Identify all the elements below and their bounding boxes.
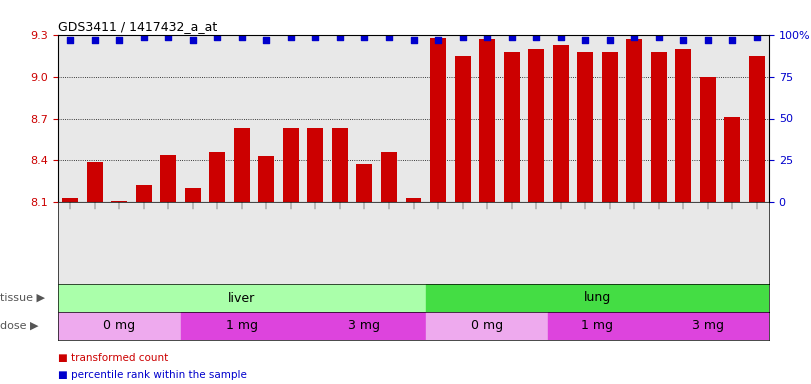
Point — [187, 37, 200, 43]
Bar — [724, 117, 740, 202]
Bar — [426, 312, 548, 340]
Point — [113, 37, 126, 43]
Point — [750, 33, 763, 40]
Text: dose ▶: dose ▶ — [0, 321, 38, 331]
Bar — [406, 198, 422, 202]
Point — [505, 33, 518, 40]
Point — [652, 33, 665, 40]
Bar — [650, 52, 667, 202]
Text: 1 mg: 1 mg — [226, 319, 258, 333]
Bar — [504, 52, 520, 202]
Bar — [626, 39, 642, 202]
Point — [628, 33, 641, 40]
Point — [702, 37, 714, 43]
Point — [235, 33, 248, 40]
Bar — [646, 312, 769, 340]
Point — [162, 33, 175, 40]
Text: 3 mg: 3 mg — [692, 319, 723, 333]
Bar — [234, 128, 250, 202]
Bar — [430, 38, 446, 202]
Bar — [259, 156, 274, 202]
Bar — [58, 284, 426, 312]
Bar — [676, 49, 691, 202]
Point — [481, 33, 494, 40]
Bar — [455, 56, 470, 202]
Bar — [62, 198, 78, 202]
Bar — [548, 312, 646, 340]
Point — [260, 37, 272, 43]
Point — [333, 33, 346, 40]
Text: 0 mg: 0 mg — [103, 319, 135, 333]
Bar — [577, 52, 593, 202]
Bar — [552, 45, 569, 202]
Point — [554, 33, 567, 40]
Bar — [135, 185, 152, 202]
Bar — [479, 39, 495, 202]
Bar — [161, 155, 176, 202]
Point — [383, 33, 396, 40]
Point — [211, 33, 224, 40]
Point — [358, 33, 371, 40]
Bar — [283, 128, 299, 202]
Bar — [700, 77, 715, 202]
Point — [530, 33, 543, 40]
Bar — [749, 56, 765, 202]
Text: ■ percentile rank within the sample: ■ percentile rank within the sample — [58, 370, 247, 380]
Text: ■ transformed count: ■ transformed count — [58, 353, 168, 363]
Bar — [528, 49, 544, 202]
Bar — [602, 52, 618, 202]
Bar — [332, 128, 348, 202]
Bar — [87, 162, 103, 202]
Bar — [307, 128, 324, 202]
Text: 3 mg: 3 mg — [349, 319, 380, 333]
Point — [578, 37, 591, 43]
Point — [726, 37, 739, 43]
Point — [676, 37, 689, 43]
Text: liver: liver — [228, 291, 255, 305]
Point — [309, 33, 322, 40]
Bar — [426, 284, 769, 312]
Point — [456, 33, 469, 40]
Bar — [381, 152, 397, 202]
Point — [407, 37, 420, 43]
Bar — [209, 152, 225, 202]
Text: tissue ▶: tissue ▶ — [0, 293, 45, 303]
Bar — [357, 164, 372, 202]
Text: 0 mg: 0 mg — [471, 319, 503, 333]
Point — [88, 37, 101, 43]
Bar — [111, 200, 127, 202]
Point — [285, 33, 298, 40]
Text: GDS3411 / 1417432_a_at: GDS3411 / 1417432_a_at — [58, 20, 217, 33]
Bar — [303, 312, 426, 340]
Point — [137, 33, 150, 40]
Bar — [58, 312, 181, 340]
Text: 1 mg: 1 mg — [581, 319, 613, 333]
Bar — [181, 312, 303, 340]
Point — [603, 37, 616, 43]
Bar — [185, 188, 201, 202]
Point — [431, 37, 444, 43]
Point — [64, 37, 77, 43]
Text: lung: lung — [584, 291, 611, 305]
